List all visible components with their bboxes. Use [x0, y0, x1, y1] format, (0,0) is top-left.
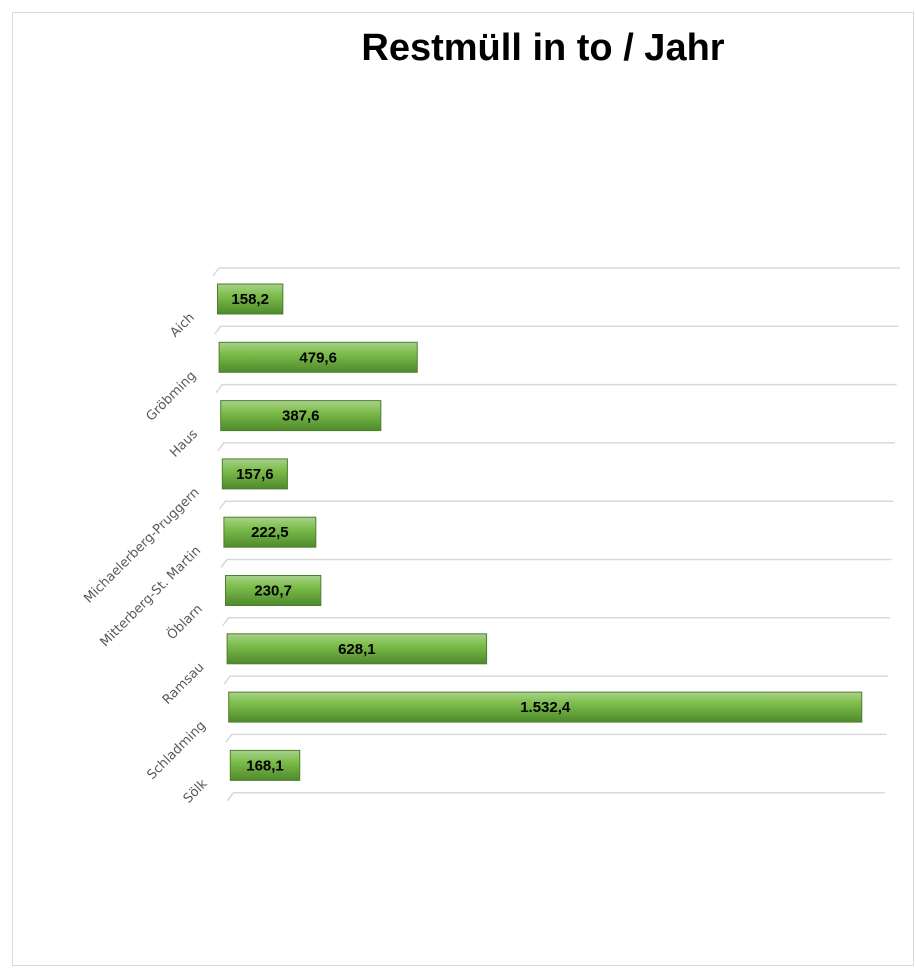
bar	[223, 516, 317, 548]
value-label: 230,7	[254, 583, 292, 600]
bar	[220, 400, 382, 432]
category-label: Gröbming	[143, 369, 199, 425]
gridlines	[212, 267, 900, 802]
category-label: Öblarn	[163, 600, 206, 643]
bar	[217, 283, 284, 315]
category-label: Sölk	[181, 776, 211, 806]
chart-frame	[12, 12, 914, 966]
value-label: 158,2	[231, 291, 269, 308]
category-label: Schladming	[145, 718, 210, 783]
chart-title: Restmüll in to / Jahr	[361, 27, 725, 69]
bar	[218, 341, 418, 373]
gridline	[225, 733, 887, 743]
category-label: Ramsau	[160, 660, 208, 708]
value-label: 479,6	[299, 349, 337, 366]
gridline	[214, 325, 899, 335]
category-label: Aich	[167, 310, 197, 340]
bar	[228, 691, 863, 723]
gridline	[217, 442, 895, 452]
value-label: 1.532,4	[520, 699, 571, 716]
gridline	[215, 383, 897, 394]
value-labels: 158,2 479,6 387,6 157,6 222,5 230,7 628,1 1.532…	[231, 291, 571, 774]
value-label: 157,6	[236, 466, 274, 483]
bar	[226, 633, 488, 665]
gridline	[220, 558, 892, 568]
gridline	[226, 791, 885, 802]
value-label: 387,6	[282, 408, 320, 425]
gridline	[218, 500, 894, 510]
bar	[229, 749, 301, 781]
bars	[217, 283, 863, 781]
value-label: 168,1	[246, 757, 284, 774]
gridline	[223, 675, 889, 685]
value-label: 222,5	[251, 524, 289, 541]
value-label: 628,1	[338, 641, 376, 658]
gridline	[212, 267, 900, 277]
bar	[221, 458, 288, 490]
category-label: Haus	[167, 427, 201, 461]
gridline	[222, 617, 890, 627]
bar	[225, 575, 322, 606]
category-label: Mitterberg-St. Martin	[98, 543, 205, 650]
category-label: Michaelerberg-Pruggern	[81, 485, 202, 606]
